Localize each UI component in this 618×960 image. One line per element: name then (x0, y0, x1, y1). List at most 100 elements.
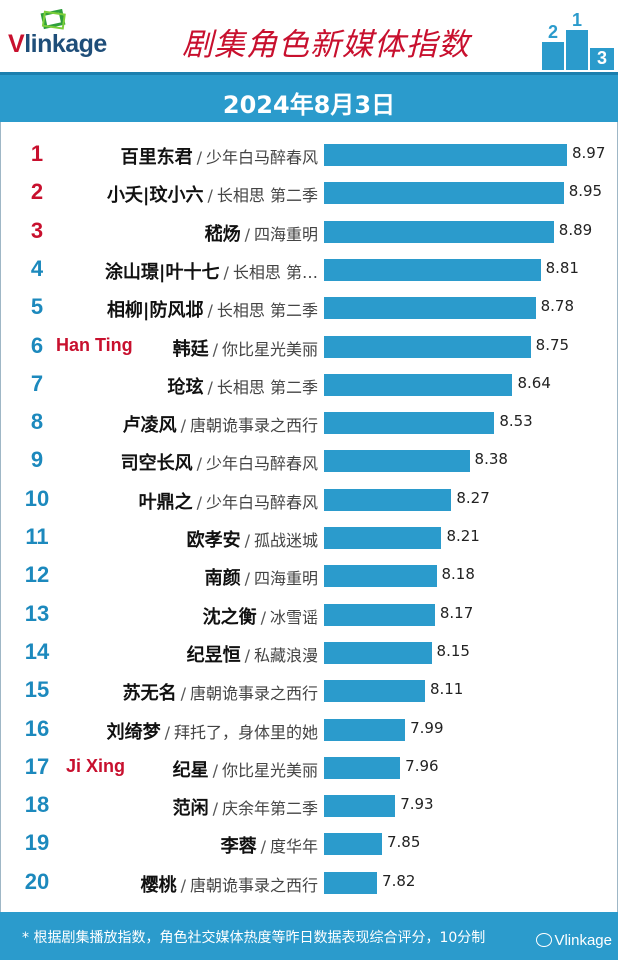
bar-value-label: 8.97 (572, 144, 606, 162)
bar (324, 297, 536, 320)
show-title: 唐朝诡事录之西行 (189, 875, 318, 895)
label-separator: / (212, 339, 218, 359)
podium-number-1: 1 (572, 10, 582, 30)
bar-value-label: 7.99 (410, 718, 444, 737)
label-separator: / (244, 569, 250, 589)
character-name: 纪星 (172, 759, 209, 781)
row-label: 玱玹 / 长相思 第二季 (168, 373, 318, 399)
podium-number-2: 2 (548, 22, 558, 42)
bar-value-label: 8.53 (499, 412, 533, 431)
show-title: 长相思 第二季 (216, 377, 318, 397)
rank-number: 8 (30, 409, 44, 435)
bar-value-label: 8.95 (568, 182, 603, 201)
label-separator: / (207, 186, 213, 206)
show-title: 少年白马醉春风 (205, 492, 318, 512)
rank-number: 3 (30, 217, 44, 243)
rank-number: 6 (30, 332, 44, 358)
character-name: 百里东君 (120, 147, 193, 168)
show-title: 庆余年第二季 (221, 799, 318, 819)
weibo-icon (536, 933, 553, 947)
show-title: 少年白马醉春风 (205, 454, 318, 474)
show-title: 度华年 (269, 837, 318, 857)
bar-value-label: 8.21 (446, 527, 480, 545)
row-label: 苏无名 / 唐朝诡事录之西行 (123, 679, 318, 705)
character-name: 苏无名 (122, 683, 177, 705)
label-separator: / (212, 799, 218, 819)
bar (324, 871, 378, 894)
chart-row: 14 纪昱恒 / 私藏浪漫 8.15 (0, 633, 618, 671)
bar-value-label: 8.89 (558, 220, 593, 239)
character-name: 刘绮梦 (106, 721, 161, 743)
bar (324, 718, 406, 741)
show-title: 唐朝诡事录之西行 (189, 416, 318, 436)
ranking-chart: 1 百里东君 / 少年白马醉春风 8.97 2 小夭|玟小六 / 长相思 第二季 8.95 3 嵇炀 /… (0, 122, 618, 910)
label-separator: / (223, 262, 229, 282)
chart-row: 4 涂山璟|叶十七 / 长相思 第… 8.81 (0, 250, 618, 288)
footer-note: * 根据剧集播放指数，角色社交媒体热度等昨日数据表现综合评分，10分制 (22, 930, 486, 946)
label-separator: / (212, 760, 218, 780)
bar (324, 450, 470, 473)
rank-number: 16 (24, 715, 50, 741)
podium-icon: 2 1 3 (542, 10, 614, 70)
bar-value-label: 8.78 (540, 297, 575, 316)
label-separator: / (207, 301, 213, 321)
chart-row: 9 司空长风 / 少年白马醉春风 8.38 (0, 441, 618, 479)
rank-number: 12 (24, 562, 50, 588)
weibo-watermark: Vlinkage (536, 932, 612, 949)
bar (324, 565, 437, 588)
character-name: 樱桃 (140, 874, 177, 896)
label-separator: / (244, 531, 250, 550)
label-separator: / (196, 148, 202, 167)
label-separator: / (260, 837, 266, 857)
rank-number: 11 (25, 524, 49, 549)
character-name: 司空长风 (120, 453, 193, 475)
row-label: 小夭|玟小六 / 长相思 第二季 (107, 181, 318, 207)
footer: * 根据剧集播放指数，角色社交媒体热度等昨日数据表现综合评分，10分制 Vlin… (0, 912, 618, 960)
label-separator: / (196, 454, 202, 474)
rank-number: 10 (24, 485, 50, 511)
label-separator: / (180, 875, 186, 895)
watermark-text: Vlinkage (554, 932, 612, 949)
rank-number: 19 (24, 830, 50, 856)
bar (324, 795, 396, 818)
bar-value-label: 7.93 (400, 795, 434, 814)
rank-number: 20 (24, 868, 50, 894)
bar (324, 335, 531, 358)
chart-row: 1 百里东君 / 少年白马醉春风 8.97 (0, 135, 618, 173)
bar (324, 258, 541, 281)
rank-number: 7 (30, 370, 44, 396)
show-title: 四海重明 (253, 224, 318, 244)
row-label: 百里东君 / 少年白马醉春风 (121, 143, 318, 169)
bar-value-label: 8.38 (474, 450, 508, 469)
bar (324, 220, 554, 243)
show-title: 少年白马醉春风 (205, 148, 318, 167)
row-label: 涂山璟|叶十七 / 长相思 第… (105, 258, 318, 284)
bar (324, 756, 401, 779)
show-title: 私藏浪漫 (253, 645, 318, 665)
row-label: 范闲 / 庆余年第二季 (173, 794, 318, 820)
row-label: 李蓉 / 度华年 (221, 832, 318, 858)
bar (324, 488, 452, 511)
show-title: 你比星光美丽 (221, 760, 318, 780)
rank-number: 5 (30, 294, 44, 320)
bar-value-label: 7.85 (386, 833, 421, 852)
rank-number: 14 (24, 638, 50, 664)
chart-row: 6 韩廷 / 你比星光美丽 8.75 (0, 327, 618, 365)
character-name: 范闲 (172, 798, 209, 820)
rank-number: 18 (24, 792, 50, 818)
character-name: 韩廷 (172, 338, 209, 360)
name-annotation: Han Ting (56, 334, 133, 355)
show-title: 长相思 第二季 (216, 301, 318, 321)
row-label: 沈之衡 / 冰雪谣 (203, 603, 318, 629)
rank-number: 17 (24, 753, 50, 779)
character-name: 纪昱恒 (186, 644, 241, 666)
character-name: 嵇炀 (204, 223, 241, 245)
show-title: 冰雪谣 (269, 607, 318, 627)
label-separator: / (164, 722, 170, 742)
row-label: 韩廷 / 你比星光美丽 (173, 335, 318, 361)
label-separator: / (244, 645, 250, 665)
date-band: 2024年8月3日 (0, 72, 618, 122)
bar (324, 603, 435, 626)
rank-number: 15 (24, 677, 50, 703)
vlinkage-logo: Vlinkage (8, 30, 107, 58)
